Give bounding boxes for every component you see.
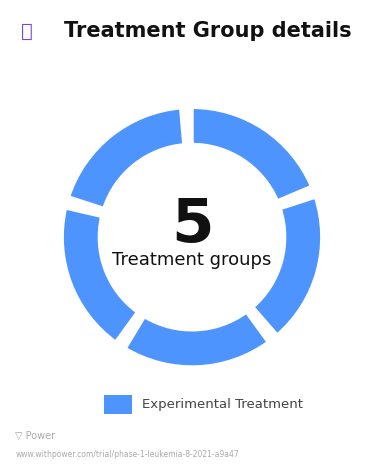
Wedge shape — [62, 208, 137, 342]
Text: Experimental Treatment: Experimental Treatment — [142, 398, 303, 411]
FancyBboxPatch shape — [104, 395, 132, 414]
Text: 👥: 👥 — [21, 22, 33, 41]
Wedge shape — [253, 197, 322, 335]
Text: Treatment groups: Treatment groups — [112, 251, 272, 269]
Text: ▽ Power: ▽ Power — [15, 431, 55, 441]
Wedge shape — [125, 312, 268, 367]
Wedge shape — [68, 108, 184, 208]
Text: Treatment Group details: Treatment Group details — [63, 21, 351, 41]
Text: 5: 5 — [171, 196, 213, 255]
Text: www.withpower.com/trial/phase-1-leukemia-8-2021-a9a47: www.withpower.com/trial/phase-1-leukemia… — [15, 450, 239, 459]
Wedge shape — [192, 107, 311, 201]
